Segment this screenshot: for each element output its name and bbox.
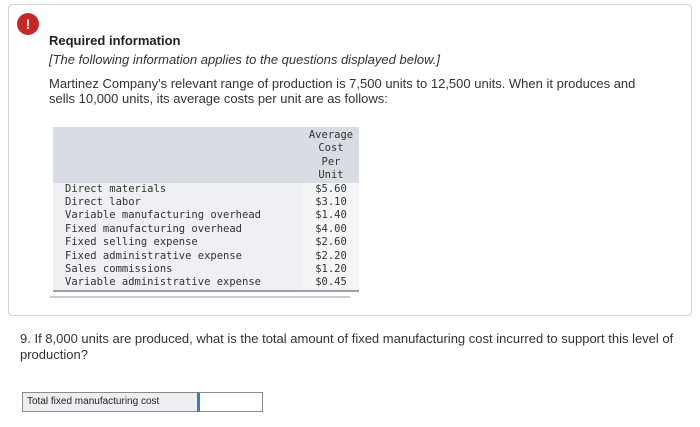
required-title: Required information [49,33,181,48]
header-text: Average Cost Per Unit [308,129,354,182]
row-label: Sales commissions [53,263,303,277]
row-label: Fixed manufacturing overhead [53,222,303,237]
table-row: Fixed administrative expense $2.20 [53,249,359,264]
row-label: Variable administrative expense [53,276,303,292]
row-value: $2.20 [303,249,359,264]
total-fixed-manufacturing-cost-input[interactable] [197,392,263,412]
row-value: $2.60 [303,236,359,250]
answer-label: Total fixed manufacturing cost [22,392,197,412]
table-row: Fixed manufacturing overhead $4.00 [53,222,359,237]
row-label: Fixed administrative expense [53,249,303,264]
row-value: $3.10 [303,196,359,210]
row-label: Variable manufacturing overhead [53,209,303,223]
header-average-cost-per-unit: Average Cost Per Unit [303,127,359,183]
table-row: Sales commissions $1.20 [53,263,359,277]
row-label: Direct labor [53,196,303,210]
cost-table: Average Cost Per Unit Direct materials $… [53,127,359,292]
header-blank-cell [53,127,303,183]
row-value: $1.20 [303,263,359,277]
table-divider [50,296,350,298]
table-row: Direct labor $3.10 [53,196,359,210]
answer-row: Total fixed manufacturing cost [22,392,263,412]
row-value: $1.40 [303,209,359,223]
table-row: Fixed selling expense $2.60 [53,236,359,250]
row-value: $0.45 [303,276,359,292]
alert-icon: ! [17,13,39,35]
table-row: Variable manufacturing overhead $1.40 [53,209,359,223]
table-row: Variable administrative expense $0.45 [53,276,359,292]
intro-text: Martinez Company's relevant range of pro… [49,76,636,106]
required-information-panel: ! Required information [The following in… [8,4,692,316]
required-note: [The following information applies to th… [49,52,440,67]
row-value: $5.60 [303,182,359,197]
row-label: Fixed selling expense [53,236,303,250]
table-header-row: Average Cost Per Unit [53,127,359,183]
row-label: Direct materials [53,182,303,197]
row-value: $4.00 [303,222,359,237]
question-text: 9. If 8,000 units are produced, what is … [20,331,674,362]
table-row: Direct materials $5.60 [53,182,359,197]
